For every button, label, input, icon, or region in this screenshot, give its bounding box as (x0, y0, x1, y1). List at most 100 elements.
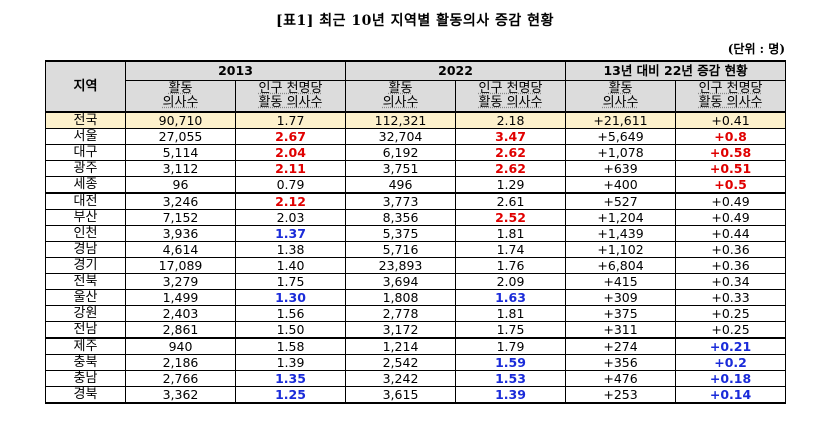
region-cell: 충북 (45, 354, 126, 371)
year-2022-header: 2022 (345, 60, 567, 81)
value-cell: 1.74 (455, 241, 567, 258)
table-title: [표1] 최근 10년 지역별 활동의사 증감 현황 (276, 13, 554, 29)
value-cell: 1.58 (234, 337, 347, 355)
value-cell: 2,542 (345, 354, 457, 371)
table-row: 충남 2,766 1.35 3,242 1.53 +476 +0.18 (45, 370, 787, 387)
region-cell: 제주 (45, 337, 126, 355)
table-row: 인천 3,936 1.37 5,375 1.81 +1,439 +0.44 (45, 225, 787, 242)
value-cell: 1,214 (345, 337, 457, 355)
value-cell: 940 (125, 337, 236, 355)
value-cell: +5,649 (565, 128, 677, 145)
value-cell: +0.18 (675, 370, 787, 387)
value-cell: 2.61 (455, 192, 567, 210)
value-cell: +1,102 (565, 241, 677, 258)
value-cell: +0.36 (675, 257, 787, 274)
value-cell: 96 (125, 176, 236, 194)
value-cell: 5,114 (125, 144, 236, 161)
region-cell: 대전 (45, 192, 126, 210)
value-cell: +0.2 (675, 354, 787, 371)
value-cell: 1,499 (125, 289, 236, 306)
region-cell: 전남 (45, 321, 126, 339)
region-cell: 경기 (45, 257, 126, 274)
table-row: 광주 3,112 2.11 3,751 2.62 +639 +0.51 (45, 160, 787, 177)
value-cell: +0.41 (675, 111, 787, 129)
value-cell: 90,710 (125, 111, 236, 129)
value-cell: +400 (565, 176, 677, 194)
value-cell: 1.77 (234, 111, 347, 129)
table-row: 울산 1,499 1.30 1,808 1.63 +309 +0.33 (45, 289, 787, 306)
region-cell: 전북 (45, 273, 126, 290)
region-cell: 전국 (45, 111, 126, 129)
value-cell: 3,694 (345, 273, 457, 290)
value-cell: 2.12 (234, 192, 347, 210)
table-row: 경북 3,362 1.25 3,615 1.39 +253 +0.14 (45, 386, 787, 404)
value-cell: +0.25 (675, 321, 787, 339)
region-header: 지역 (45, 60, 126, 113)
value-cell: +6,804 (565, 257, 677, 274)
region-cell: 부산 (45, 209, 126, 226)
value-cell: 112,321 (345, 111, 457, 129)
value-cell: 1.25 (234, 386, 347, 404)
value-cell: +356 (565, 354, 677, 371)
region-cell: 경남 (45, 241, 126, 258)
value-cell: +375 (565, 305, 677, 322)
table-row: 서울 27,055 2.67 32,704 3.47 +5,649 +0.8 (45, 128, 787, 145)
value-cell: 2.09 (455, 273, 567, 290)
value-cell: +21,611 (565, 111, 677, 129)
value-cell: +0.44 (675, 225, 787, 242)
table-row: 전남 2,861 1.50 3,172 1.75 +311 +0.25 (45, 321, 787, 339)
region-cell: 광주 (45, 160, 126, 177)
value-cell: +0.58 (675, 144, 787, 161)
value-cell: 3,773 (345, 192, 457, 210)
value-cell: 5,716 (345, 241, 457, 258)
value-cell: 1.30 (234, 289, 347, 306)
value-cell: 0.79 (234, 176, 347, 194)
value-cell: 1.81 (455, 225, 567, 242)
value-cell: 27,055 (125, 128, 236, 145)
value-cell: +1,439 (565, 225, 677, 242)
value-cell: 2,861 (125, 321, 236, 339)
value-cell: 3,246 (125, 192, 236, 210)
value-cell: +0.33 (675, 289, 787, 306)
region-cell: 울산 (45, 289, 126, 306)
value-cell: +0.49 (675, 209, 787, 226)
value-cell: 3,242 (345, 370, 457, 387)
physician-table: 지역 2013 2022 13년 대비 22년 증감 현황 활동 의사수 인구 천… (45, 60, 787, 404)
table-row: 경남 4,614 1.38 5,716 1.74 +1,102 +0.36 (45, 241, 787, 258)
value-cell: 1.59 (455, 354, 567, 371)
region-cell: 대구 (45, 144, 126, 161)
region-cell: 충남 (45, 370, 126, 387)
value-cell: +0.49 (675, 192, 787, 210)
value-cell: +0.36 (675, 241, 787, 258)
value-cell: 32,704 (345, 128, 457, 145)
value-cell: 2.52 (455, 209, 567, 226)
value-cell: +0.51 (675, 160, 787, 177)
region-cell: 인천 (45, 225, 126, 242)
value-cell: 2,403 (125, 305, 236, 322)
value-cell: 3,362 (125, 386, 236, 404)
change-header: 13년 대비 22년 증감 현황 (565, 60, 787, 81)
value-cell: +1,078 (565, 144, 677, 161)
value-cell: 5,375 (345, 225, 457, 242)
region-cell: 경북 (45, 386, 126, 404)
value-cell: 3,172 (345, 321, 457, 339)
table-row: 전북 3,279 1.75 3,694 2.09 +415 +0.34 (45, 273, 787, 290)
per-thousand-header: 인구 천명당 활동 의사수 (675, 80, 787, 113)
value-cell: 3,279 (125, 273, 236, 290)
value-cell: 1.81 (455, 305, 567, 322)
value-cell: 1.75 (234, 273, 347, 290)
value-cell: 3,751 (345, 160, 457, 177)
value-cell: +527 (565, 192, 677, 210)
region-cell: 세종 (45, 176, 126, 194)
value-cell: 1.75 (455, 321, 567, 339)
value-cell: 1.35 (234, 370, 347, 387)
table-row: 충북 2,186 1.39 2,542 1.59 +356 +0.2 (45, 354, 787, 371)
value-cell: 1.39 (234, 354, 347, 371)
value-cell: +0.14 (675, 386, 787, 404)
active-doctors-header: 활동 의사수 (565, 80, 677, 113)
value-cell: +311 (565, 321, 677, 339)
value-cell: +0.21 (675, 337, 787, 355)
value-cell: 17,089 (125, 257, 236, 274)
table-row: 경기 17,089 1.40 23,893 1.76 +6,804 +0.36 (45, 257, 787, 274)
value-cell: 2,766 (125, 370, 236, 387)
